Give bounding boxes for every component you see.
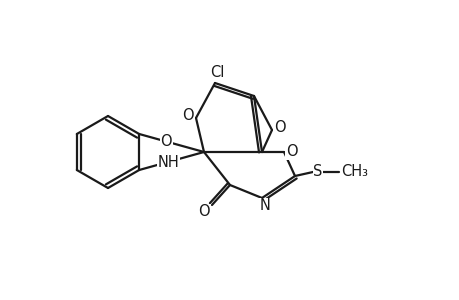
Text: CH₃: CH₃ [341, 164, 368, 179]
Text: O: O [285, 145, 297, 160]
Text: S: S [313, 164, 322, 179]
Text: O: O [182, 109, 193, 124]
Text: Cl: Cl [209, 64, 224, 80]
Text: O: O [198, 205, 209, 220]
Text: O: O [274, 121, 285, 136]
Text: N: N [259, 199, 270, 214]
Text: NH: NH [157, 155, 179, 170]
Text: O: O [160, 134, 172, 149]
